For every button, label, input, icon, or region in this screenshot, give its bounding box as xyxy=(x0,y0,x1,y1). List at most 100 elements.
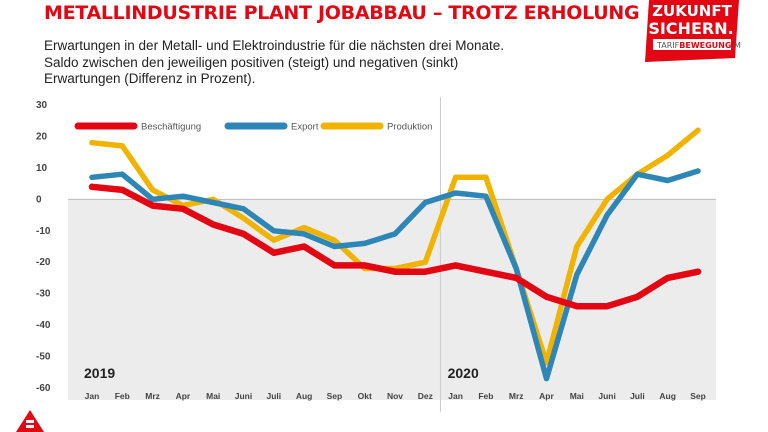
y-tick-label: 0 xyxy=(36,194,42,205)
data-point xyxy=(695,127,701,133)
data-point xyxy=(119,143,125,149)
x-tick-label: Apr xyxy=(176,391,191,401)
x-tick-label: Feb xyxy=(478,391,493,401)
x-tick-label: Jan xyxy=(85,391,100,401)
data-point xyxy=(695,269,701,275)
data-point xyxy=(301,243,307,250)
legend-label: Beschäftigung xyxy=(141,122,201,133)
data-point xyxy=(301,231,307,237)
chart-subtitle: Erwartungen in der Metall- und Elektroin… xyxy=(44,38,604,88)
y-tick-label: 30 xyxy=(36,100,48,111)
data-point xyxy=(513,265,519,272)
data-point xyxy=(150,187,156,193)
data-point xyxy=(513,275,519,281)
year-label: 2019 xyxy=(84,365,115,381)
data-point xyxy=(392,269,398,275)
x-tick-label: Nov xyxy=(387,391,403,401)
data-point xyxy=(453,262,459,268)
data-point xyxy=(665,152,671,158)
data-point xyxy=(331,262,337,268)
data-point xyxy=(180,193,186,199)
data-point xyxy=(210,221,216,228)
data-point xyxy=(271,250,277,256)
x-tick-label: Sep xyxy=(327,391,343,401)
x-tick-label: Mai xyxy=(206,391,220,401)
data-point xyxy=(483,269,489,275)
x-tick-label: Aug xyxy=(659,391,676,401)
data-point xyxy=(453,174,459,180)
data-point xyxy=(604,212,610,218)
data-point xyxy=(392,231,398,237)
chart-title: METALLINDUSTRIE PLANT JOBABBAU – TROTZ E… xyxy=(44,2,640,24)
y-tick-label: -20 xyxy=(36,257,51,268)
data-point xyxy=(240,215,247,221)
data-point xyxy=(89,140,95,146)
data-point xyxy=(150,203,156,209)
data-point xyxy=(331,243,337,250)
x-tick-label: Dez xyxy=(418,391,433,401)
year-label: 2020 xyxy=(448,365,479,381)
x-tick-label: Mai xyxy=(570,391,584,401)
x-tick-label: Mrz xyxy=(145,391,160,401)
y-tick-label: -40 xyxy=(36,320,51,331)
data-point xyxy=(89,174,95,180)
x-tick-label: Juni xyxy=(598,391,615,401)
badge-line-3a: TARIF xyxy=(656,41,680,50)
x-tick-label: Jan xyxy=(448,391,463,401)
x-tick-label: Apr xyxy=(539,391,554,401)
data-point xyxy=(240,206,247,212)
data-point xyxy=(483,193,489,199)
data-point xyxy=(543,375,550,382)
subtitle-line: Erwartungen (Differenz in Prozent). xyxy=(44,71,256,86)
x-tick-label: Juni xyxy=(235,391,252,401)
data-point xyxy=(240,231,247,237)
badge-line-1: ZUKUNFT xyxy=(652,2,732,20)
y-tick-label: -30 xyxy=(36,289,51,300)
x-tick-label: Aug xyxy=(296,391,313,401)
data-point xyxy=(150,196,156,202)
x-tick-label: Feb xyxy=(115,391,130,401)
data-point xyxy=(543,294,550,300)
x-tick-label: Okt xyxy=(358,391,372,401)
data-point xyxy=(89,184,95,190)
data-point xyxy=(362,262,368,268)
data-point xyxy=(634,171,641,177)
data-point xyxy=(665,177,671,184)
data-point xyxy=(665,275,671,281)
data-point xyxy=(422,259,428,265)
x-tick-label: Juli xyxy=(630,391,645,401)
data-point xyxy=(604,303,610,309)
data-point xyxy=(483,174,489,180)
data-point xyxy=(119,171,125,177)
subtitle-line: Saldo zwischen den jeweiligen positiven … xyxy=(44,54,459,70)
subtitle-line: Erwartungen in der Metall- und Elektroin… xyxy=(44,38,504,53)
y-tick-label: -50 xyxy=(36,352,51,363)
svg-text:TARIFBEWEGUNG.ME: TARIFBEWEGUNG.ME xyxy=(656,41,741,50)
data-point xyxy=(422,269,428,275)
y-tick-label: 20 xyxy=(36,131,48,142)
data-point xyxy=(119,187,125,193)
legend-label: Produktion xyxy=(387,122,432,133)
zukunft-sichern-badge: ZUKUNFT SICHERN. TARIFBEWEGUNG.ME xyxy=(645,0,741,62)
data-point xyxy=(634,294,641,300)
y-tick-label: -60 xyxy=(36,383,51,394)
x-tick-label: Mrz xyxy=(509,391,524,401)
y-tick-label: -10 xyxy=(36,226,51,237)
data-point xyxy=(362,240,368,246)
data-point xyxy=(695,168,701,174)
y-tick-label: 10 xyxy=(36,163,48,174)
data-point xyxy=(271,228,277,234)
ig-metall-logo xyxy=(16,410,44,432)
data-point xyxy=(574,272,580,278)
data-point xyxy=(331,237,337,243)
data-point xyxy=(210,199,216,206)
legend-label: Export xyxy=(291,122,319,133)
data-point xyxy=(301,225,307,231)
data-point xyxy=(271,237,277,243)
data-point xyxy=(604,196,610,202)
badge-line-3b: BEWEGUNG xyxy=(679,41,731,50)
data-point xyxy=(422,199,428,206)
badge-line-3c: .ME xyxy=(731,41,741,50)
x-tick-label: Juli xyxy=(266,391,281,401)
